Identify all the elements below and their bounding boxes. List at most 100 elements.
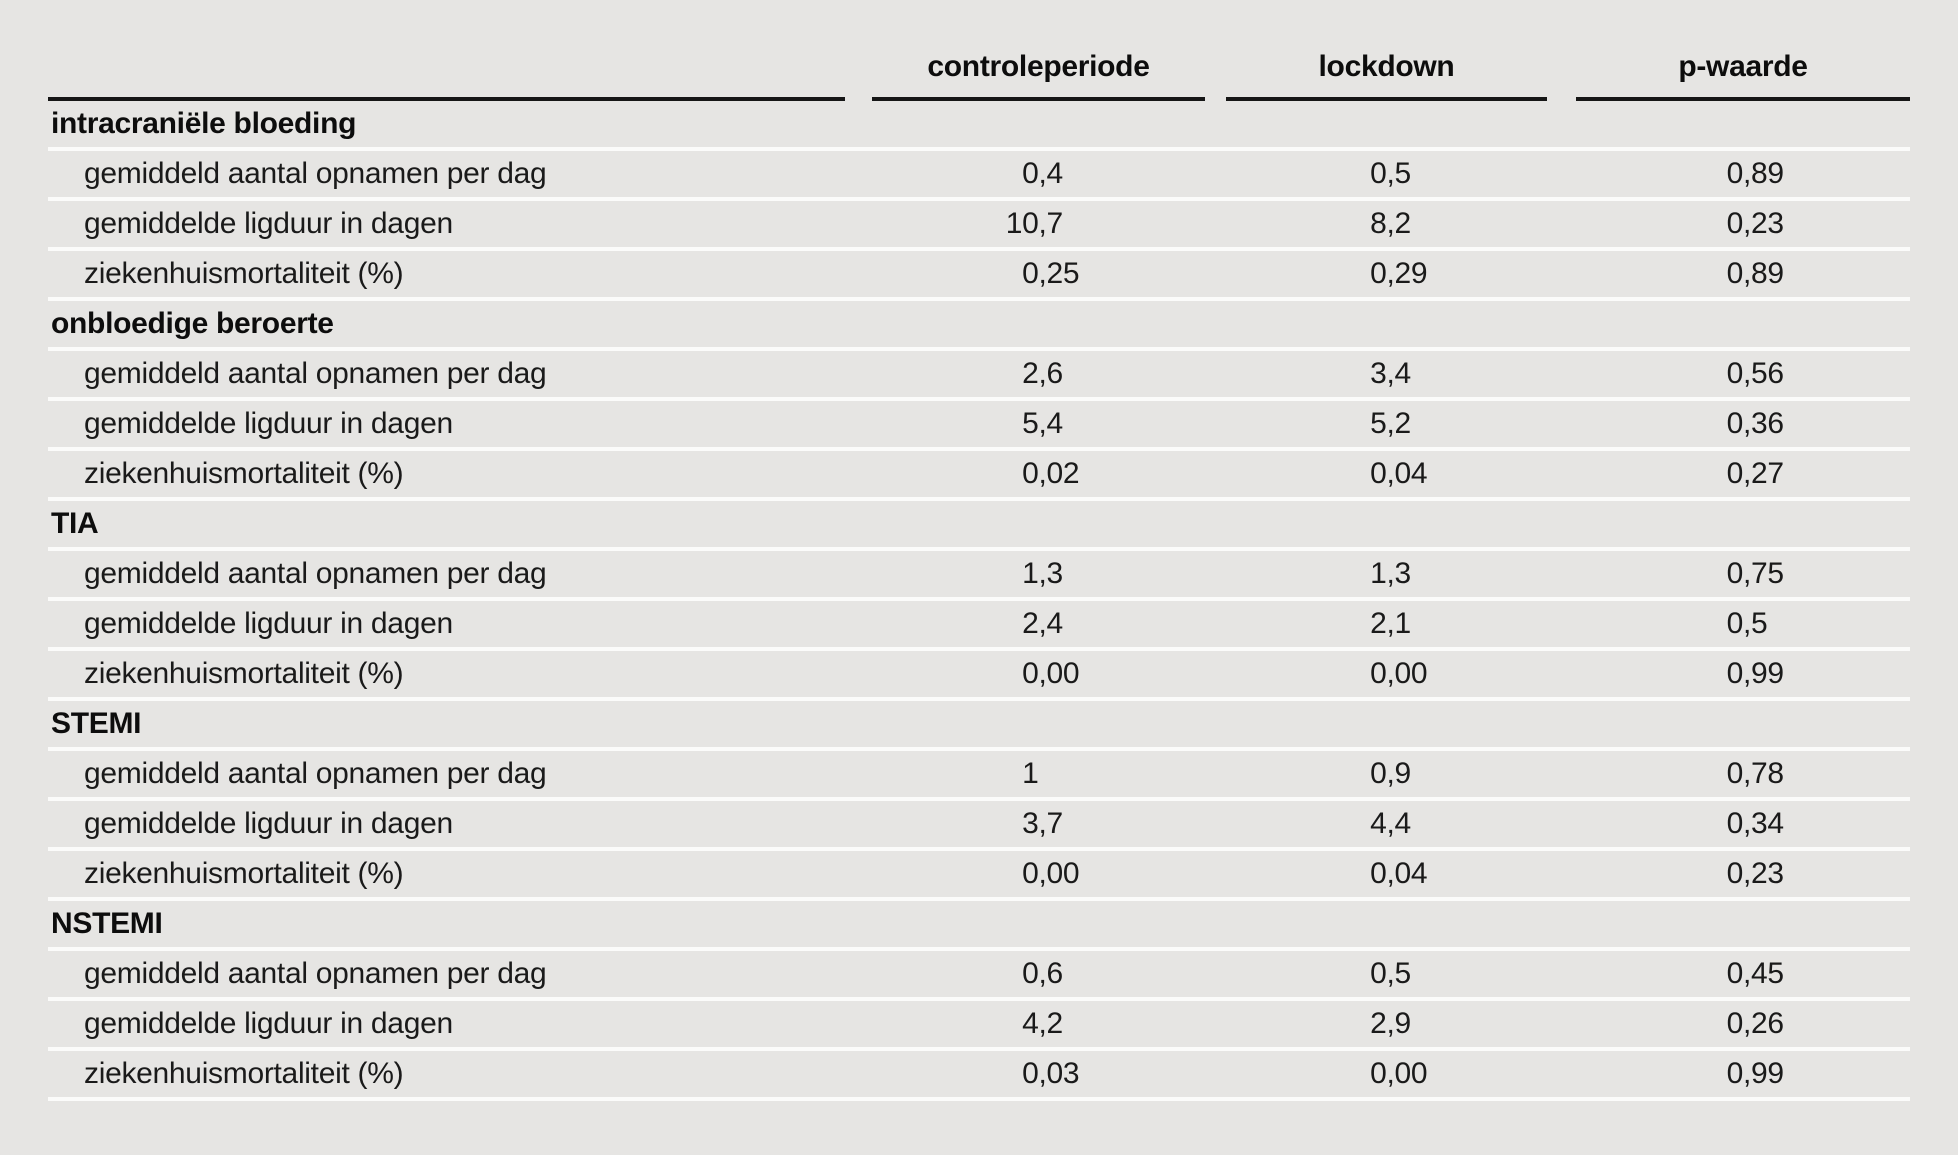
table-row: gemiddelde ligduur in dagen 10,7 8,2 0,23 (48, 201, 1910, 251)
decimal-aligned-number: 3,4 (1370, 357, 1411, 390)
table-row: ziekenhuismortaliteit (%) 0,00 0,04 0,23 (48, 851, 1910, 901)
group-name: STEMI (51, 707, 142, 740)
group-header-row: onbloedige beroerte (48, 301, 1910, 351)
decimal-aligned-number: 0,00 (1370, 657, 1428, 690)
value-cell: 1 (872, 757, 1226, 791)
value-cell: 0,4 (872, 157, 1226, 191)
value-cell: 0,45 (1576, 957, 1910, 991)
value-cell: 0,99 (1576, 1057, 1910, 1091)
value-cell: 0,5 (1226, 157, 1576, 191)
decimal-aligned-number: 5,2 (1370, 407, 1411, 440)
value-cell: 0,02 (872, 457, 1226, 491)
column-header-p-waarde: p-waarde (1576, 50, 1910, 101)
decimal-aligned-number: 0,99 (1726, 657, 1785, 690)
decimal-aligned-number: 0,00 (1370, 1057, 1428, 1090)
decimal-aligned-number: 0,03 (1022, 1057, 1080, 1090)
decimal-aligned-number: 0,78 (1726, 757, 1785, 790)
value-cell: 0,6 (872, 957, 1226, 991)
row-label: gemiddelde ligduur in dagen (84, 807, 453, 840)
decimal-aligned-number: 0,5 (1726, 607, 1768, 640)
decimal-aligned-number: 0,5 (1370, 157, 1411, 190)
value-cell: 2,1 (1226, 607, 1576, 641)
table-row: gemiddeld aantal opnamen per dag 0,6 0,5 0,… (48, 951, 1910, 1001)
decimal-aligned-number: 0,23 (1726, 207, 1785, 240)
value-cell: 5,2 (1226, 407, 1576, 441)
decimal-aligned-number: 0,00 (1022, 657, 1080, 690)
decimal-aligned-number: 0,89 (1726, 157, 1785, 190)
value-cell: 2,9 (1226, 1007, 1576, 1041)
table-row: ziekenhuismortaliteit (%) 0,02 0,04 0,27 (48, 451, 1910, 501)
decimal-aligned-number: 0,89 (1726, 257, 1785, 290)
decimal-aligned-number: 0,34 (1726, 807, 1785, 840)
value-cell: 1,3 (872, 557, 1226, 591)
row-label: gemiddeld aantal opnamen per dag (84, 757, 547, 790)
value-cell: 3,4 (1226, 357, 1576, 391)
row-label: ziekenhuismortaliteit (%) (84, 857, 404, 890)
column-header-label: p-waarde (1576, 50, 1910, 101)
decimal-aligned-number: 0,00 (1022, 857, 1080, 890)
row-label: ziekenhuismortaliteit (%) (84, 657, 404, 690)
value-cell: 0,36 (1576, 407, 1910, 441)
value-cell: 0,25 (872, 257, 1226, 291)
group-name: onbloedige beroerte (51, 307, 334, 340)
column-header-controleperiode: controleperiode (872, 50, 1226, 101)
data-table: controleperiode lockdown p-waarde intrac… (48, 0, 1910, 1101)
value-cell: 0,23 (1576, 207, 1910, 241)
group-header-row: TIA (48, 501, 1910, 551)
header-spacer-cell (48, 84, 872, 101)
row-label: gemiddeld aantal opnamen per dag (84, 557, 547, 590)
value-cell: 0,04 (1226, 457, 1576, 491)
value-cell: 0,27 (1576, 457, 1910, 491)
decimal-aligned-number: 1,3 (1370, 557, 1411, 590)
row-label: gemiddeld aantal opnamen per dag (84, 957, 547, 990)
decimal-aligned-number: 3,7 (1022, 807, 1063, 840)
value-cell: 0,75 (1576, 557, 1910, 591)
label-column-rule (48, 84, 845, 101)
decimal-aligned-number: 5,4 (1022, 407, 1063, 440)
group-name: NSTEMI (51, 907, 163, 940)
decimal-aligned-number: 0,9 (1370, 757, 1411, 790)
value-cell: 0,5 (1226, 957, 1576, 991)
decimal-aligned-number: 0,29 (1370, 257, 1428, 290)
table-row: ziekenhuismortaliteit (%) 0,25 0,29 0,89 (48, 251, 1910, 301)
row-label: gemiddelde ligduur in dagen (84, 207, 453, 240)
value-cell: 0,23 (1576, 857, 1910, 891)
decimal-aligned-number: 0,02 (1022, 457, 1080, 490)
value-cell: 0,26 (1576, 1007, 1910, 1041)
decimal-aligned-number: 0,5 (1370, 957, 1411, 990)
decimal-aligned-number: 1 (1022, 757, 1039, 790)
value-cell: 5,4 (872, 407, 1226, 441)
decimal-aligned-number: 10,7 (1005, 207, 1064, 240)
decimal-aligned-number: 0,45 (1726, 957, 1785, 990)
value-cell: 0,00 (872, 657, 1226, 691)
row-label: gemiddelde ligduur in dagen (84, 407, 453, 440)
group-name: intracraniële bloeding (51, 107, 357, 140)
row-label: ziekenhuismortaliteit (%) (84, 457, 404, 490)
column-header-lockdown: lockdown (1226, 50, 1576, 101)
value-cell: 2,6 (872, 357, 1226, 391)
value-cell: 4,4 (1226, 807, 1576, 841)
value-cell: 0,78 (1576, 757, 1910, 791)
decimal-aligned-number: 0,6 (1022, 957, 1063, 990)
row-label: gemiddelde ligduur in dagen (84, 607, 453, 640)
group-name: TIA (51, 507, 99, 540)
value-cell: 0,89 (1576, 257, 1910, 291)
value-cell: 3,7 (872, 807, 1226, 841)
value-cell: 0,00 (1226, 1057, 1576, 1091)
table-row: gemiddelde ligduur in dagen 4,2 2,9 0,26 (48, 1001, 1910, 1051)
table-row: gemiddeld aantal opnamen per dag 2,6 3,4 0,… (48, 351, 1910, 401)
table-row: gemiddeld aantal opnamen per dag 1,3 1,3 0,… (48, 551, 1910, 601)
value-cell: 0,5 (1576, 607, 1910, 641)
decimal-aligned-number: 2,6 (1022, 357, 1063, 390)
decimal-aligned-number: 0,56 (1726, 357, 1785, 390)
value-cell: 0,56 (1576, 357, 1910, 391)
value-cell: 2,4 (872, 607, 1226, 641)
value-cell: 0,04 (1226, 857, 1576, 891)
table-row: ziekenhuismortaliteit (%) 0,03 0,00 0,99 (48, 1051, 1910, 1101)
value-cell: 1,3 (1226, 557, 1576, 591)
value-cell: 0,03 (872, 1057, 1226, 1091)
decimal-aligned-number: 0,25 (1022, 257, 1080, 290)
value-cell: 0,99 (1576, 657, 1910, 691)
decimal-aligned-number: 4,2 (1022, 1007, 1063, 1040)
